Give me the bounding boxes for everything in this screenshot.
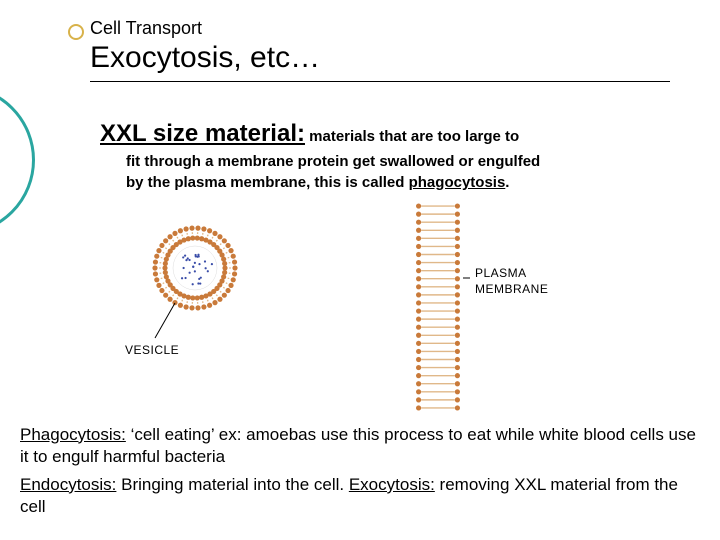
body-block: XXL size material: materials that are to… bbox=[100, 118, 660, 193]
diagram-svg bbox=[115, 198, 585, 418]
footer: Phagocytosis: ‘cell eating’ ex: amoebas … bbox=[20, 424, 700, 524]
desc-line2-bold: phagocytosis bbox=[409, 174, 506, 191]
footer-p2: Endocytosis: Bringing material into the … bbox=[20, 474, 700, 518]
footer-p2-u1: Endocytosis: bbox=[20, 475, 116, 494]
footer-p1: Phagocytosis: ‘cell eating’ ex: amoebas … bbox=[20, 424, 700, 468]
footer-p2-u2: Exocytosis: bbox=[349, 475, 435, 494]
xxl-lead: XXL size material: bbox=[100, 120, 305, 147]
desc-line1: fit through a membrane protein get swall… bbox=[126, 153, 540, 170]
desc-line2-pre: by the plasma membrane, this is called bbox=[126, 174, 409, 191]
footer-p1-u: Phagocytosis: bbox=[20, 425, 126, 444]
xxl-desc: fit through a membrane protein get swall… bbox=[100, 152, 660, 193]
xxl-lead-rest: materials that are too large to bbox=[305, 128, 519, 145]
header-rule bbox=[90, 81, 670, 82]
membrane-label-1: PLASMA bbox=[475, 266, 527, 280]
diagram: VESICLE PLASMA MEMBRANE bbox=[115, 198, 585, 418]
xxl-line: XXL size material: materials that are to… bbox=[100, 118, 660, 150]
slide-header: Cell Transport Exocytosis, etc… bbox=[90, 18, 670, 82]
desc-line2-post: . bbox=[505, 174, 509, 191]
vesicle-label: VESICLE bbox=[125, 343, 179, 357]
decor-left-arc bbox=[0, 85, 35, 235]
membrane-label-2: MEMBRANE bbox=[475, 282, 548, 296]
header-title: Exocytosis, etc… bbox=[90, 41, 670, 75]
decor-small-circle bbox=[68, 24, 84, 40]
header-subtitle: Cell Transport bbox=[90, 18, 670, 39]
footer-p2-mid: Bringing material into the cell. bbox=[116, 475, 348, 494]
